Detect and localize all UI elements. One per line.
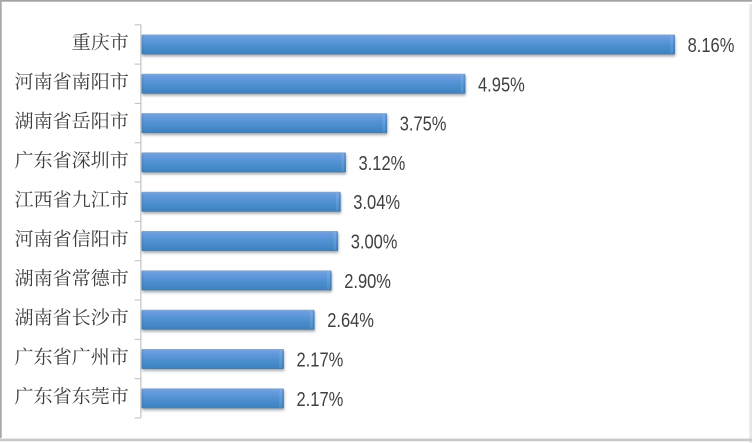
svg-text:2.17%: 2.17%: [297, 350, 344, 372]
svg-text:3.00%: 3.00%: [351, 232, 398, 254]
svg-text:2.64%: 2.64%: [327, 310, 374, 332]
svg-text:2.17%: 2.17%: [297, 389, 344, 411]
svg-text:3.12%: 3.12%: [359, 153, 406, 175]
svg-text:3.75%: 3.75%: [400, 114, 447, 136]
svg-text:8.16%: 8.16%: [688, 35, 735, 57]
svg-text:2.90%: 2.90%: [344, 271, 391, 293]
svg-text:4.95%: 4.95%: [478, 74, 525, 96]
svg-text:3.04%: 3.04%: [353, 192, 400, 214]
